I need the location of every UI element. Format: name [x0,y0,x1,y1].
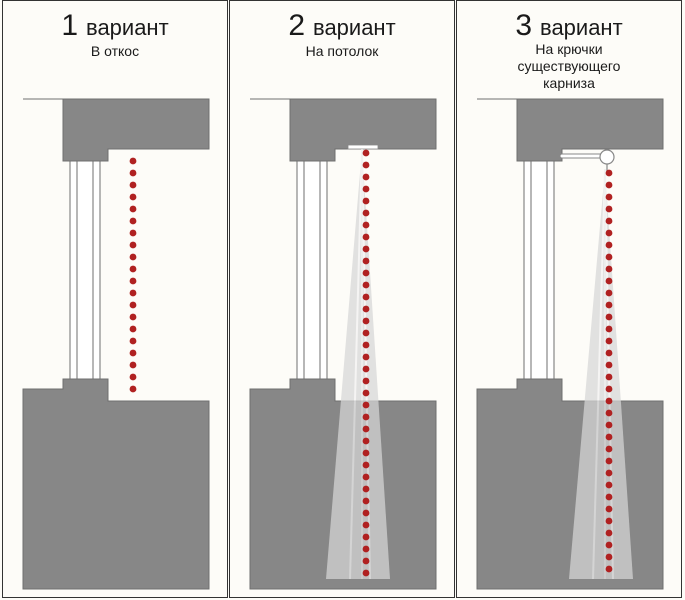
diagram-variant-3 [457,1,681,597]
diagram-variant-2 [230,1,454,597]
diagram-variant-1 [3,1,227,597]
